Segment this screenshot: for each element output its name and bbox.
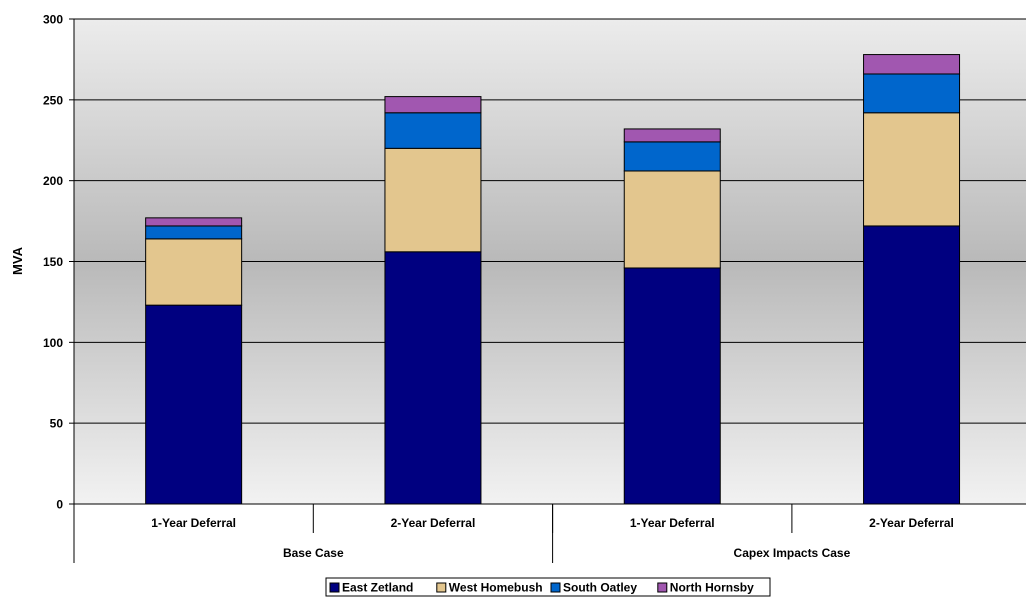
legend-swatch [329,582,340,593]
bar-segment [145,225,243,240]
legend-swatch [657,582,668,593]
y-tick-label: 200 [43,174,63,188]
bar-segment [384,96,482,114]
bar-segment [623,267,721,505]
bars [145,54,961,505]
y-tick-label: 50 [50,417,64,431]
bar-segment [384,251,482,505]
x-tick-label: 1-Year Deferral [151,516,236,530]
y-axis-title: MVA [10,246,25,275]
x-tick-label: 2-Year Deferral [391,516,476,530]
bar-segment [863,54,961,75]
x-group-label: Base Case [283,546,344,560]
bar-segment [145,238,243,306]
legend-label: East Zetland [342,581,413,595]
bar-segment [623,128,721,143]
x-tick-label: 1-Year Deferral [630,516,715,530]
bar-segment [623,170,721,269]
bar-segment [145,304,243,505]
y-tick-label: 100 [43,336,63,350]
bar-segment [384,147,482,253]
x-group-label: Capex Impacts Case [734,546,851,560]
bar-segment [863,225,961,505]
bar-segment [863,73,961,114]
bar-segment [623,141,721,172]
legend-swatch [436,582,447,593]
bar-segment [145,217,243,227]
legend: East Zetland West Homebush South Oatley Nor… [325,577,771,597]
legend-label: South Oatley [563,581,637,595]
y-tick-label: 0 [56,498,63,512]
legend-label: North Hornsby [670,581,754,595]
y-tick-label: 250 [43,93,63,107]
y-tick-label: 150 [43,255,63,269]
legend-swatch [550,582,561,593]
bar-segment [863,112,961,227]
x-tick-label: 2-Year Deferral [869,516,954,530]
axes: 0 50 100 150 200 250 300 1-Year Deferral 2-Year … [43,13,1026,563]
legend-label: West Homebush [449,581,543,595]
y-tick-label: 300 [43,13,63,27]
bar-segment [384,112,482,149]
